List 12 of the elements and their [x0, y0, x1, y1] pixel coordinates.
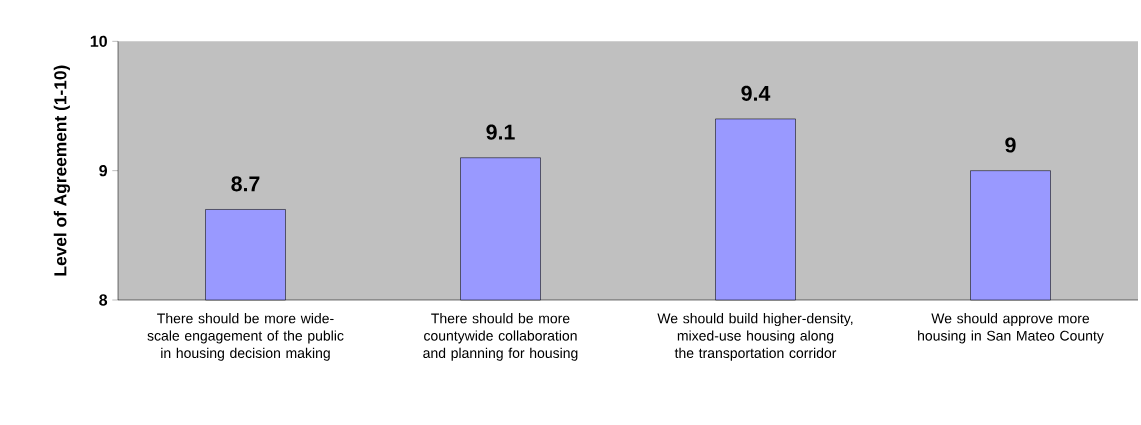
x-tick-label: We should approve more housing in San Mateo County: [918, 313, 1104, 344]
y-axis-title: Level of Agreement (1-10): [53, 65, 70, 276]
x-tick-label: There should be more countywide collaboration and planning for housing: [423, 313, 578, 361]
data-label: 9: [1005, 137, 1016, 153]
x-tick-label: We should build higher-density, mixed-use housing along the transportation corridor: [657, 313, 853, 361]
y-tick-label: 8: [99, 294, 108, 306]
y-tick-label: 9: [99, 165, 108, 177]
x-tick-label: There should be more wide-scale engagement of the public in housing decision making: [147, 313, 344, 361]
data-label: 8.7: [231, 176, 260, 192]
data-label: 9.1: [486, 124, 515, 140]
data-label: 9.4: [741, 85, 771, 101]
y-tick-label: 10: [90, 35, 107, 47]
